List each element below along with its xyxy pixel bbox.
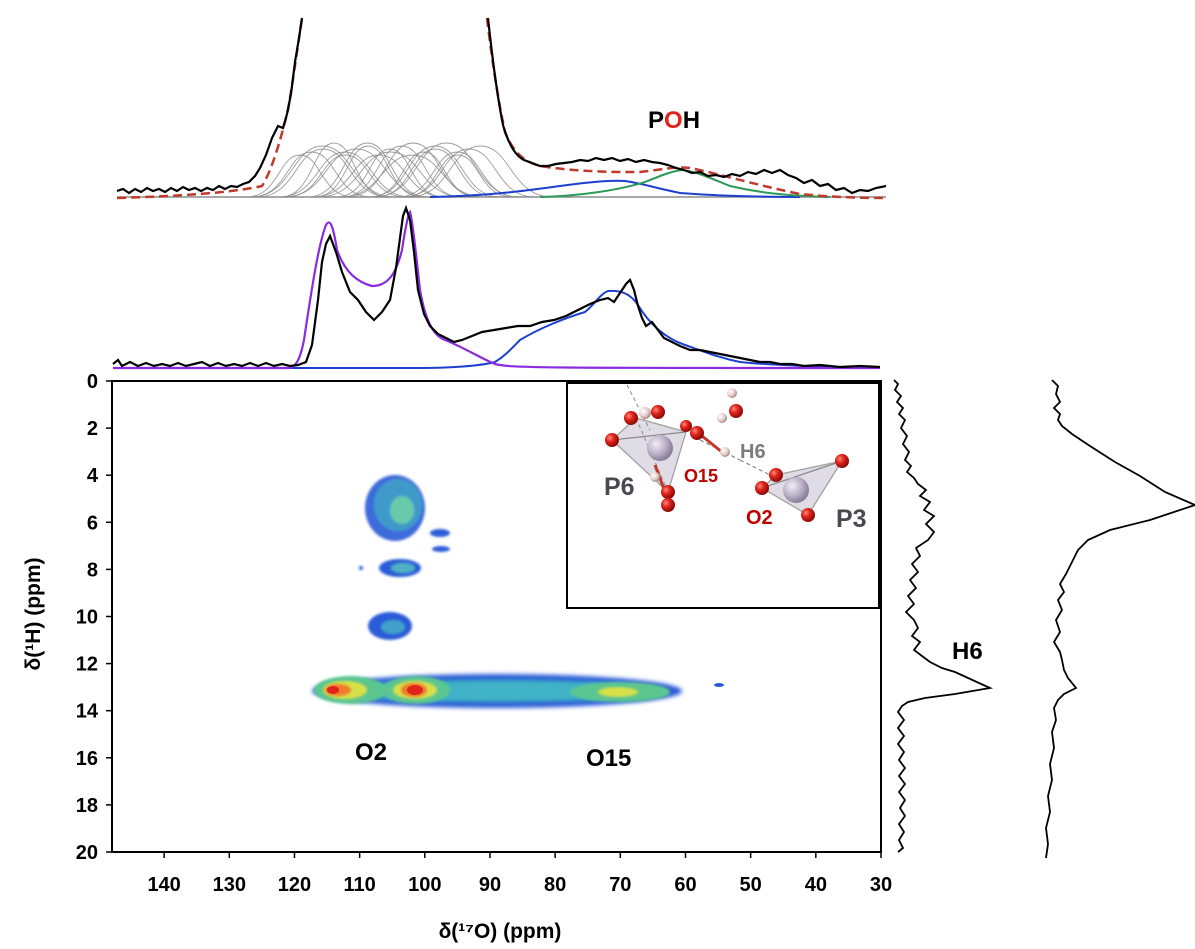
atom-h6 xyxy=(720,447,730,457)
side-projection-trace-2 xyxy=(1045,379,1195,859)
y-tick-label: 4 xyxy=(87,465,99,487)
x-tick-label: 70 xyxy=(609,874,631,896)
sim-purple-trace xyxy=(113,209,881,370)
atom-p3 xyxy=(783,477,809,503)
structure-inset: P6 O15 H6 O2 P3 xyxy=(566,382,880,609)
fit-component-curve xyxy=(281,142,387,198)
y-tick-label: 16 xyxy=(76,748,98,770)
fit-component-curve xyxy=(337,148,443,198)
fit-component-curve xyxy=(309,142,426,198)
inset-label-o15: O15 xyxy=(684,466,718,486)
plot-2d: 140 130 120 110 100 90 80 70 60 50 40 30 0 2 4 6 8 10 12 1… xyxy=(22,371,892,943)
inset-label-h6: H6 xyxy=(740,441,766,463)
y-tick-label: 12 xyxy=(76,654,98,676)
top-spectrum-panel: POH xyxy=(116,17,887,200)
x-tick-label: 120 xyxy=(278,874,311,896)
poh-label: POH xyxy=(648,107,700,134)
fit-component-curve xyxy=(315,145,421,198)
x-tick-label: 90 xyxy=(479,874,501,896)
side-projection-panel: H6 xyxy=(893,379,1195,859)
tetrahedron-p6 xyxy=(611,417,687,494)
x-tick-label: 130 xyxy=(213,874,246,896)
middle-experimental-trace xyxy=(112,204,881,369)
fit-component-curve xyxy=(343,145,460,198)
fit-component-curve xyxy=(371,151,477,198)
y-tick-label: 10 xyxy=(76,607,98,629)
y-axis-ticks: 0 2 4 6 8 10 12 14 16 18 20 xyxy=(76,371,112,864)
y-tick-label: 8 xyxy=(87,559,98,581)
peak-label-o2: O2 xyxy=(355,739,387,766)
y-tick-label: 14 xyxy=(76,701,99,723)
fit-component-curve xyxy=(287,154,404,198)
contour-plot xyxy=(312,475,724,708)
fit-component-curve xyxy=(247,154,353,198)
y-tick-label: 0 xyxy=(87,371,98,393)
fit-component-curve xyxy=(405,154,511,198)
x-axis-ticks: 140 130 120 110 100 90 80 70 60 50 40 30 xyxy=(147,852,892,896)
inset-label-p3: P3 xyxy=(836,505,867,533)
x-tick-label: 100 xyxy=(408,874,441,896)
fit-blue-component xyxy=(429,179,801,198)
atom-o2 xyxy=(769,468,783,482)
fit-components xyxy=(247,142,551,198)
side-projection-trace-1 xyxy=(893,379,994,853)
top-experimental-trace xyxy=(116,17,887,195)
y-tick-label: 20 xyxy=(76,842,98,864)
y-tick-label: 18 xyxy=(76,795,98,817)
fit-component-curve xyxy=(377,148,494,198)
x-tick-label: 60 xyxy=(674,874,696,896)
middle-spectrum-panel xyxy=(112,204,881,370)
fit-component-curve xyxy=(320,151,461,198)
x-tick-label: 50 xyxy=(740,874,762,896)
y-tick-label: 6 xyxy=(87,512,98,534)
atom-p6 xyxy=(647,435,673,461)
x-tick-label: 30 xyxy=(870,874,892,896)
fit-component-curve xyxy=(376,142,517,198)
peak-label-o15: O15 xyxy=(586,745,631,772)
x-tick-label: 40 xyxy=(805,874,827,896)
fit-envelope-dashed xyxy=(116,17,887,200)
side-label-h6: H6 xyxy=(952,638,983,665)
fit-component-curve xyxy=(410,145,551,198)
inset-label-o2: O2 xyxy=(746,507,773,529)
x-tick-label: 80 xyxy=(544,874,566,896)
x-tick-label: 140 xyxy=(147,874,180,896)
x-tick-label: 110 xyxy=(344,874,376,896)
sim-blue-trace xyxy=(113,289,881,369)
x-axis-label: δ(¹⁷O) (ppm) xyxy=(439,920,562,943)
contour-ridge-h6 xyxy=(312,674,724,708)
y-tick-label: 2 xyxy=(87,418,98,440)
inset-label-p6: P6 xyxy=(604,473,635,501)
y-axis-label: δ(¹H) (ppm) xyxy=(22,557,45,670)
